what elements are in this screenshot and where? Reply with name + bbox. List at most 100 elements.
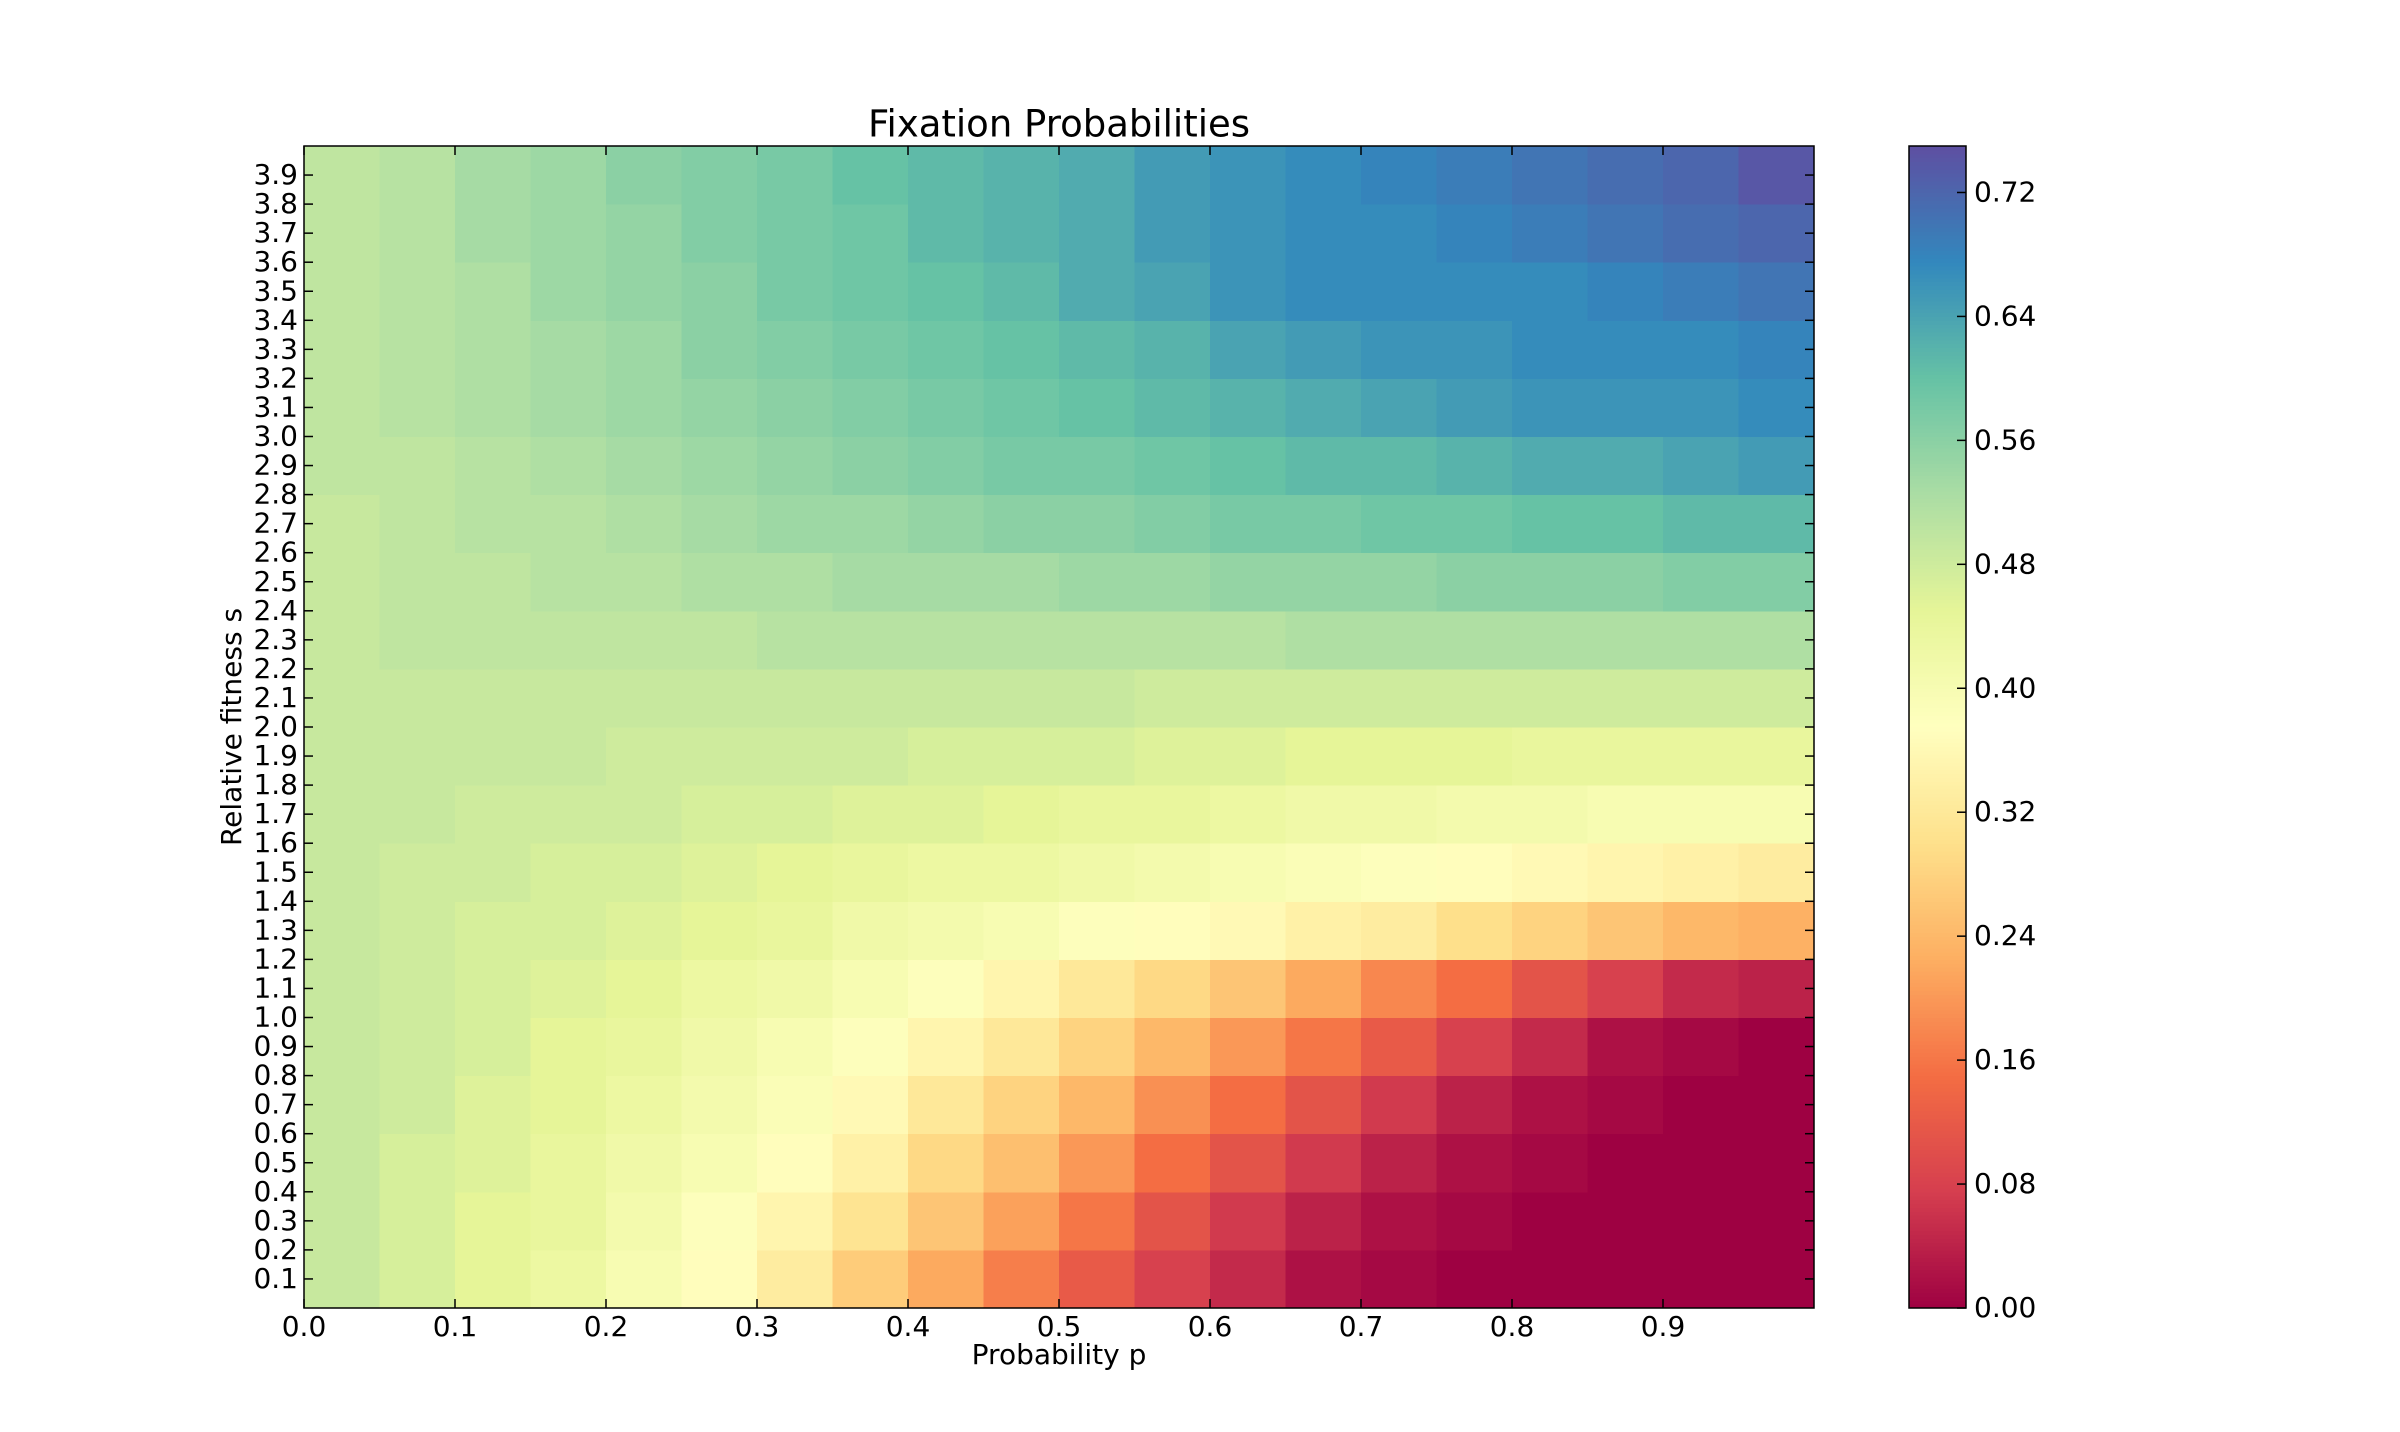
colorbar-strip	[1909, 479, 1966, 484]
colorbar-strip	[1909, 1032, 1966, 1038]
heatmap-cell	[1436, 146, 1513, 205]
heatmap-cell	[455, 1191, 531, 1251]
heatmap-cell	[1361, 494, 1437, 554]
colorbar-strip	[1909, 347, 1966, 352]
heatmap-cell	[1361, 1249, 1437, 1309]
heatmap-cell	[379, 1191, 456, 1251]
heatmap-cell	[530, 1075, 607, 1135]
y-tick-label: 3.7	[253, 216, 298, 249]
colorbar-strip	[1909, 1029, 1966, 1034]
heatmap-cell	[1134, 1249, 1211, 1309]
colorbar-strip	[1909, 157, 1966, 163]
heatmap-cell	[1210, 494, 1286, 554]
x-tick-label: 0.7	[1339, 1310, 1384, 1343]
heatmap-cell	[983, 494, 1060, 554]
colorbar-strip	[1909, 572, 1966, 577]
heatmap-cell	[1663, 320, 1739, 379]
heatmap-cell	[1059, 959, 1135, 1018]
heatmap-cell	[1134, 320, 1211, 379]
heatmap-cell	[1738, 843, 1815, 902]
heatmap-cell	[606, 668, 682, 728]
colorbar-strip	[1909, 827, 1966, 833]
heatmap-cell	[530, 610, 607, 670]
colorbar-strip	[1909, 940, 1966, 945]
heatmap-cell	[908, 727, 984, 786]
colorbar-strip	[1909, 544, 1966, 550]
heatmap-cell	[1663, 1075, 1739, 1135]
heatmap-cell	[606, 1191, 682, 1251]
heatmap-cell	[983, 843, 1060, 902]
heatmap-cell	[1210, 901, 1286, 960]
colorbar-strip	[1909, 1273, 1966, 1278]
heatmap-cell	[379, 262, 456, 321]
heatmap-cell	[1436, 1249, 1513, 1309]
heatmap-cell	[530, 494, 607, 554]
colorbar-strip	[1909, 149, 1966, 155]
heatmap-cell	[1512, 378, 1588, 437]
heatmap-cell	[530, 727, 607, 786]
heatmap-cell	[606, 1017, 682, 1077]
heatmap-cell	[1285, 610, 1362, 670]
colorbar-strip	[1909, 1005, 1966, 1011]
colorbar-strip	[1909, 816, 1966, 821]
colorbar-strip	[1909, 839, 1966, 844]
colorbar-strip	[1909, 606, 1966, 612]
y-tick-label: 0.9	[253, 1030, 298, 1063]
colorbar-strip	[1909, 998, 1966, 1003]
colorbar-strip	[1909, 707, 1966, 713]
heatmap-cell	[1436, 552, 1513, 612]
heatmap-cell	[1738, 436, 1815, 496]
colorbar-strip	[1909, 242, 1966, 248]
colorbar-strip	[1909, 920, 1966, 926]
heatmap-cell	[1134, 785, 1211, 844]
heatmap-cell	[1738, 1191, 1815, 1251]
colorbar-strip	[1909, 1075, 1966, 1081]
heatmap-cell	[1285, 901, 1362, 960]
colorbar-strip	[1909, 444, 1966, 449]
heatmap-cell	[983, 320, 1060, 379]
heatmap-cell	[304, 901, 380, 960]
y-tick-label: 0.5	[253, 1146, 298, 1179]
heatmap-cell	[455, 727, 531, 786]
colorbar-tick-label: 0.24	[1974, 919, 2036, 952]
colorbar-strip	[1909, 932, 1966, 937]
heatmap-cell	[1285, 843, 1362, 902]
colorbar-strip	[1909, 200, 1966, 205]
heatmap-cell	[681, 1249, 758, 1309]
heatmap-cell	[530, 552, 607, 612]
colorbar-strip	[1909, 1145, 1966, 1150]
heatmap-cell	[681, 204, 758, 263]
colorbar-strip	[1909, 211, 1966, 217]
colorbar-strip	[1909, 641, 1966, 647]
colorbar-strip	[1909, 463, 1966, 469]
colorbar-strip	[1909, 1292, 1966, 1297]
colorbar-strip	[1909, 862, 1966, 868]
colorbar-strip	[1909, 843, 1966, 848]
heatmap-cell	[606, 1133, 682, 1193]
heatmap-cell	[606, 901, 682, 960]
heatmap-cell	[681, 494, 758, 554]
colorbar-strip	[1909, 924, 1966, 930]
heatmap-cell	[1436, 1075, 1513, 1135]
colorbar-strip	[1909, 823, 1966, 829]
heatmap-cell	[1059, 494, 1135, 554]
heatmap-cell	[1210, 436, 1286, 496]
heatmap-cell	[983, 1017, 1060, 1077]
x-tick-label: 0.9	[1641, 1310, 1686, 1343]
heatmap-cell	[681, 1017, 758, 1077]
heatmap-cell	[983, 146, 1060, 205]
heatmap-cell	[1663, 378, 1739, 437]
heatmap-cell	[908, 1133, 984, 1193]
colorbar-strip	[1909, 1129, 1966, 1135]
heatmap-cell	[1587, 1191, 1664, 1251]
colorbar-strip	[1909, 176, 1966, 182]
heatmap-cell	[908, 1249, 984, 1309]
colorbar-strip	[1909, 936, 1966, 941]
heatmap-cell	[530, 1249, 607, 1309]
heatmap-cell	[606, 494, 682, 554]
heatmap-cell	[606, 610, 682, 670]
heatmap-cell	[1663, 436, 1739, 496]
colorbar-strip	[1909, 1261, 1966, 1266]
colorbar-strip	[1909, 986, 1966, 991]
colorbar-strip	[1909, 188, 1966, 194]
